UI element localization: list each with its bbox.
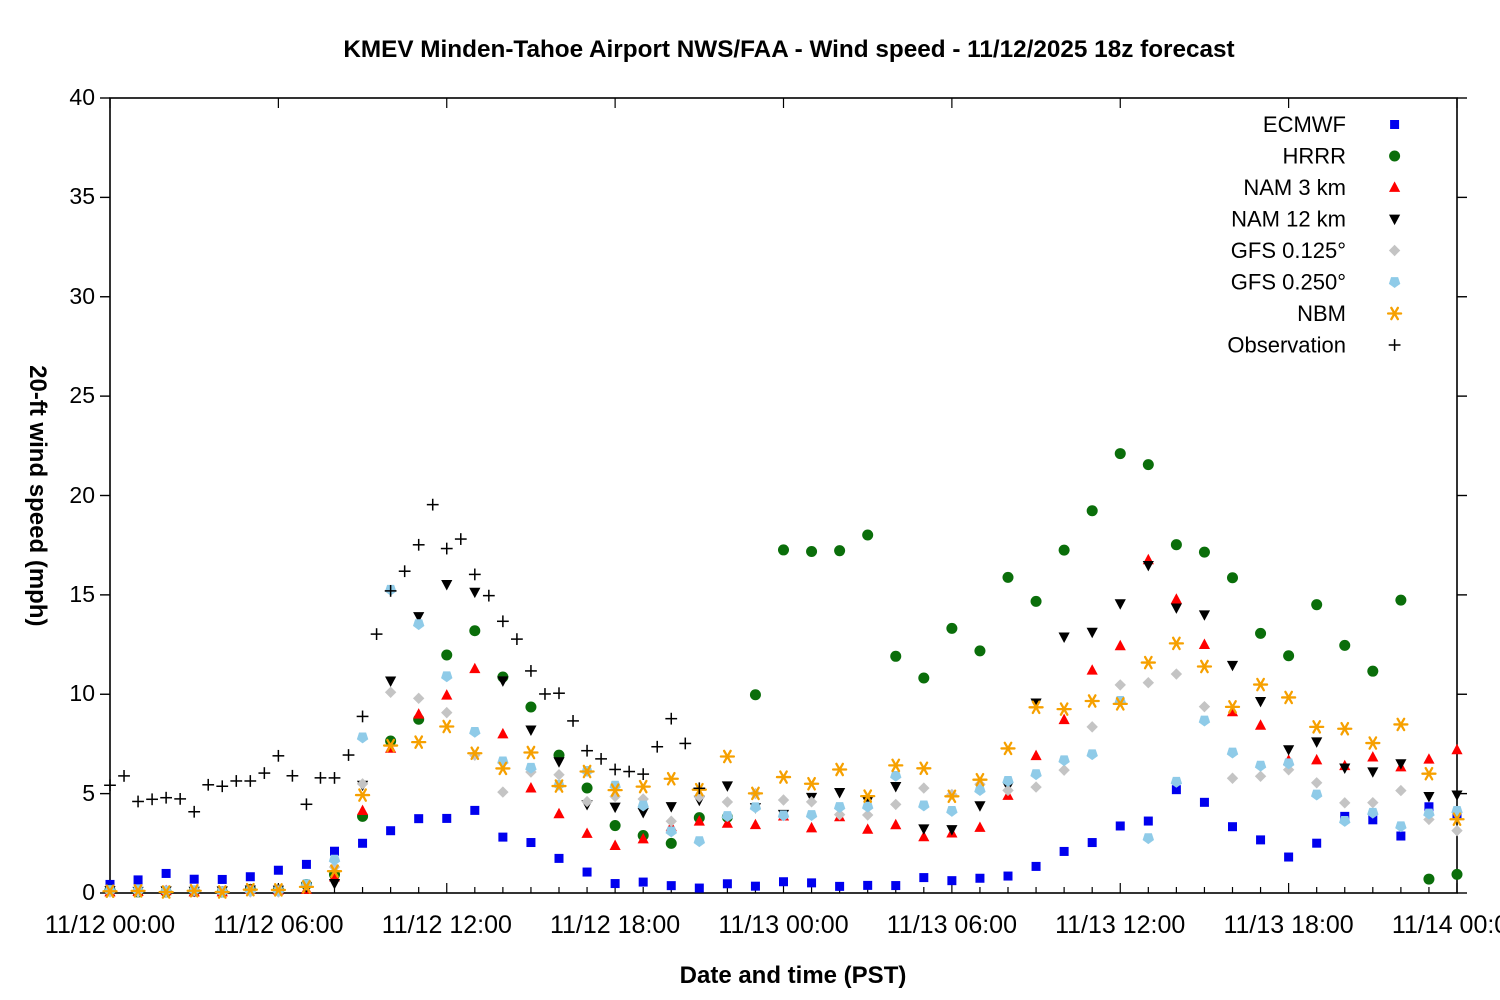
- svg-text:NBM: NBM: [1297, 301, 1346, 326]
- svg-text:GFS 0.125°: GFS 0.125°: [1231, 238, 1346, 263]
- svg-text:NAM 3 km: NAM 3 km: [1243, 175, 1346, 200]
- svg-text:HRRR: HRRR: [1282, 144, 1346, 169]
- svg-text:Observation: Observation: [1227, 333, 1346, 358]
- svg-text:NAM 12 km: NAM 12 km: [1231, 207, 1346, 232]
- svg-text:GFS 0.250°: GFS 0.250°: [1231, 270, 1346, 295]
- svg-text:ECMWF: ECMWF: [1263, 112, 1346, 137]
